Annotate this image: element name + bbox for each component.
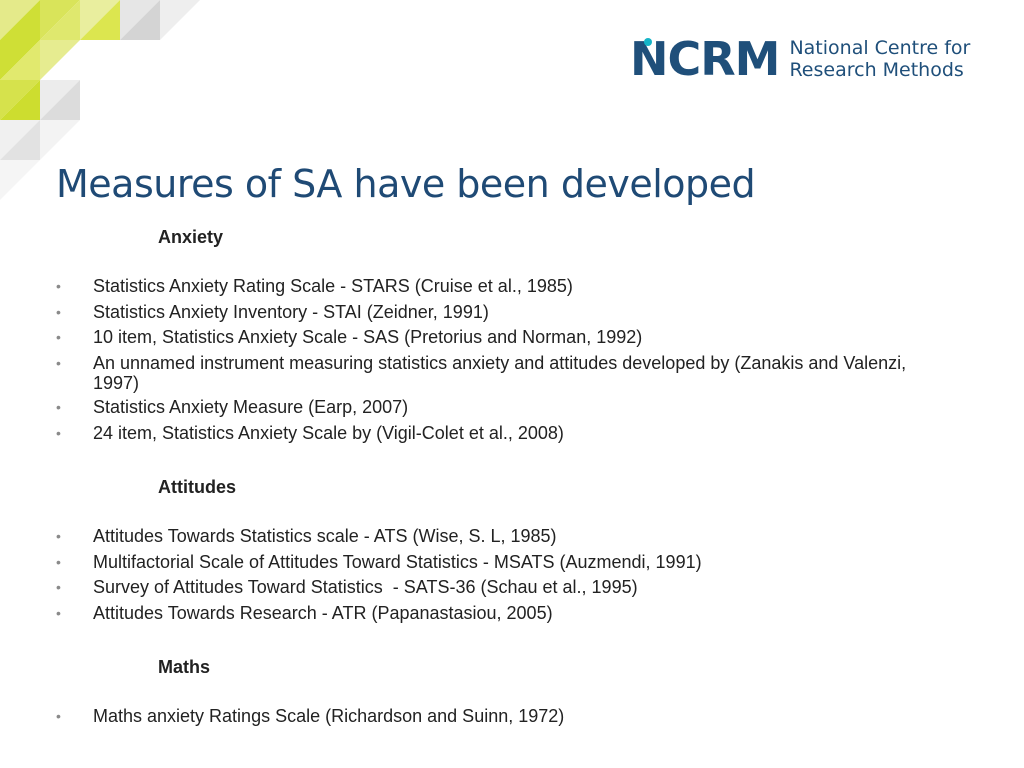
list-item: • Statistics Anxiety Measure (Earp, 2007): [56, 397, 409, 417]
bullet-icon: •: [56, 604, 61, 621]
section-heading-attitudes: Attitudes: [158, 477, 236, 497]
slide-content: Anxiety • Statistics Anxiety Rating Scale…: [56, 224, 956, 732]
attitudes-list: • Attitudes Towards Statistics scale - AT…: [56, 526, 956, 624]
list-item: • Statistics Anxiety Inventory - STAI (Ze…: [56, 301, 489, 322]
logo-dot-icon: [644, 38, 652, 46]
list-item: • Attitudes Towards Research - ATR (Papan…: [56, 602, 553, 623]
logo-line-1: National Centre for: [789, 37, 971, 59]
bullet-icon: •: [56, 399, 61, 415]
bullet-icon: •: [56, 354, 61, 371]
list-item: • Maths anxiety Ratings Scale (Richardson…: [56, 706, 565, 726]
ncrm-logo: NCRM National Centre for Research Method…: [630, 36, 970, 82]
corner-decoration: [0, 0, 200, 200]
bullet-icon: •: [56, 303, 61, 320]
slide-title: Measures of SA have been developed: [56, 162, 756, 206]
list-item: • Attitudes Towards Statistics scale - AT…: [56, 526, 557, 546]
bullet-icon: •: [56, 579, 61, 595]
bullet-icon: •: [56, 528, 61, 544]
anxiety-list: • Statistics Anxiety Rating Scale - STARS…: [56, 276, 956, 444]
section-heading-anxiety: Anxiety: [158, 227, 224, 247]
list-item: • Statistics Anxiety Rating Scale - STARS…: [56, 276, 573, 296]
bullet-icon: •: [56, 329, 61, 345]
logo-mark: NCRM: [630, 36, 780, 82]
list-item: • An unnamed instrument measuring statist…: [56, 352, 907, 393]
list-item: • Multifactorial Scale of Attitudes Towar…: [56, 551, 702, 572]
logo-line-2: Research Methods: [789, 59, 964, 81]
bullet-icon: •: [56, 424, 61, 441]
list-item: • 24 item, Statistics Anxiety Scale by (V…: [56, 422, 564, 443]
maths-list: • Maths anxiety Ratings Scale (Richardson…: [56, 706, 956, 727]
bullet-icon: •: [56, 278, 61, 294]
section-heading-maths: Maths: [158, 657, 211, 677]
bullet-icon: •: [56, 553, 61, 570]
bullet-icon: •: [56, 708, 61, 724]
list-item: • 10 item, Statistics Anxiety Scale - SAS…: [56, 327, 643, 347]
logo-text: National Centre for Research Methods: [789, 37, 970, 81]
logo-mark-text: NCRM: [630, 32, 780, 86]
list-item: • Survey of Attitudes Toward Statistics -…: [56, 577, 638, 597]
